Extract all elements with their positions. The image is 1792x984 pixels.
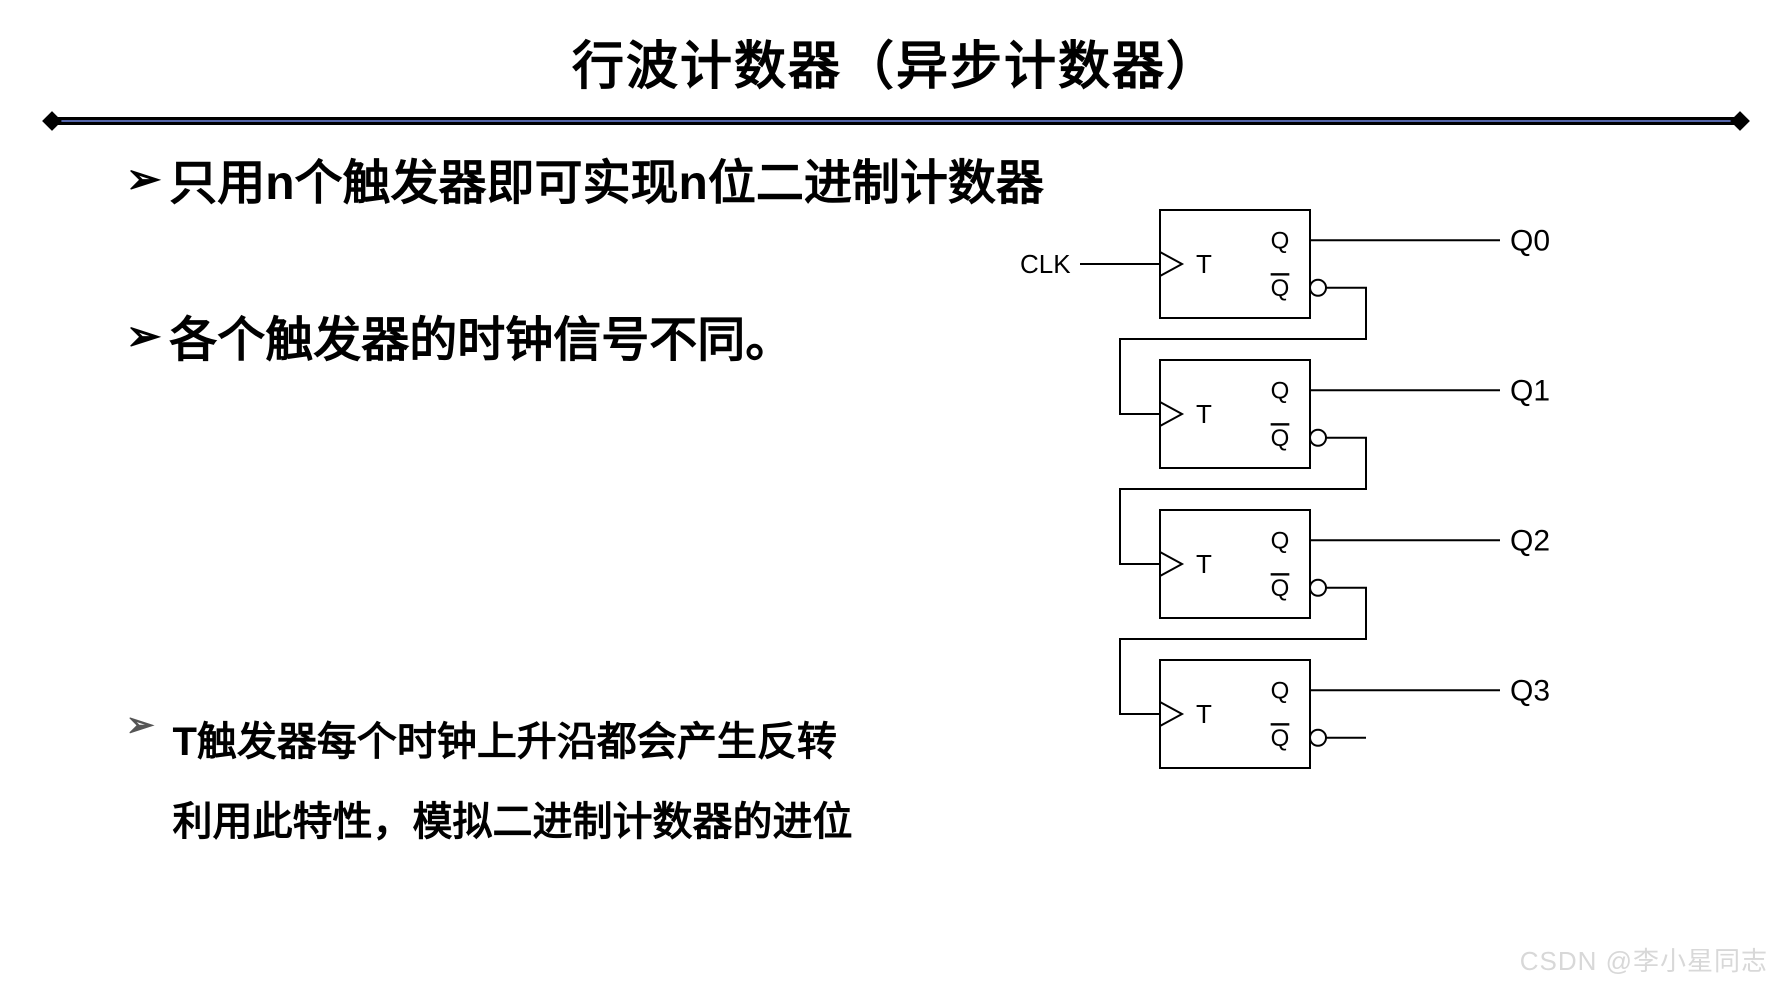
bullet-marker-icon: ➢ [126, 307, 161, 366]
svg-text:Q3: Q3 [1510, 675, 1550, 708]
bullet-2-text: 各个触发器的时钟信号不同。 [169, 307, 793, 374]
svg-text:Q2: Q2 [1510, 525, 1550, 558]
bullet-3-line2: 利用此特性，模拟二进制计数器的进位 [173, 800, 853, 844]
svg-text:Q: Q [1271, 725, 1290, 752]
svg-text:Q: Q [1271, 378, 1290, 405]
svg-text:Q: Q [1271, 228, 1290, 255]
bullet-marker-icon: ➢ [126, 150, 161, 209]
bullet-3-line1: T触发器每个时钟上升沿都会产生反转 [173, 720, 837, 764]
bullet-3-text: T触发器每个时钟上升沿都会产生反转 利用此特性，模拟二进制计数器的进位 [173, 702, 853, 862]
svg-text:Q: Q [1271, 575, 1290, 602]
bullet-3: ➢ T触发器每个时钟上升沿都会产生反转 利用此特性，模拟二进制计数器的进位 [126, 702, 1086, 862]
svg-text:Q0: Q0 [1510, 225, 1550, 258]
svg-text:Q: Q [1271, 528, 1290, 555]
bullet-1: ➢ 只用n个触发器即可实现n位二进制计数器 [126, 150, 1086, 217]
title-divider [52, 117, 1740, 125]
page-title: 行波计数器（异步计数器） [0, 0, 1792, 99]
svg-text:Q: Q [1271, 425, 1290, 452]
svg-text:T: T [1196, 399, 1212, 429]
svg-text:T: T [1196, 549, 1212, 579]
svg-text:Q: Q [1271, 275, 1290, 302]
svg-text:T: T [1196, 249, 1212, 279]
ripple-counter-diagram: TQQQ0CLKTQQQ1TQQQ2TQQQ3 [1000, 200, 1560, 840]
bullet-2: ➢ 各个触发器的时钟信号不同。 [126, 307, 1086, 374]
svg-text:Q: Q [1271, 678, 1290, 705]
svg-text:T: T [1196, 699, 1212, 729]
svg-text:CLK: CLK [1020, 249, 1071, 279]
watermark: CSDN @李小星同志 [1520, 941, 1768, 978]
bullet-1-text: 只用n个触发器即可实现n位二进制计数器 [169, 150, 1044, 217]
bullet-marker-icon: ➢ [126, 702, 155, 750]
svg-text:Q1: Q1 [1510, 375, 1550, 408]
bullet-list: ➢ 只用n个触发器即可实现n位二进制计数器 ➢ 各个触发器的时钟信号不同。 ➢ … [126, 150, 1086, 862]
